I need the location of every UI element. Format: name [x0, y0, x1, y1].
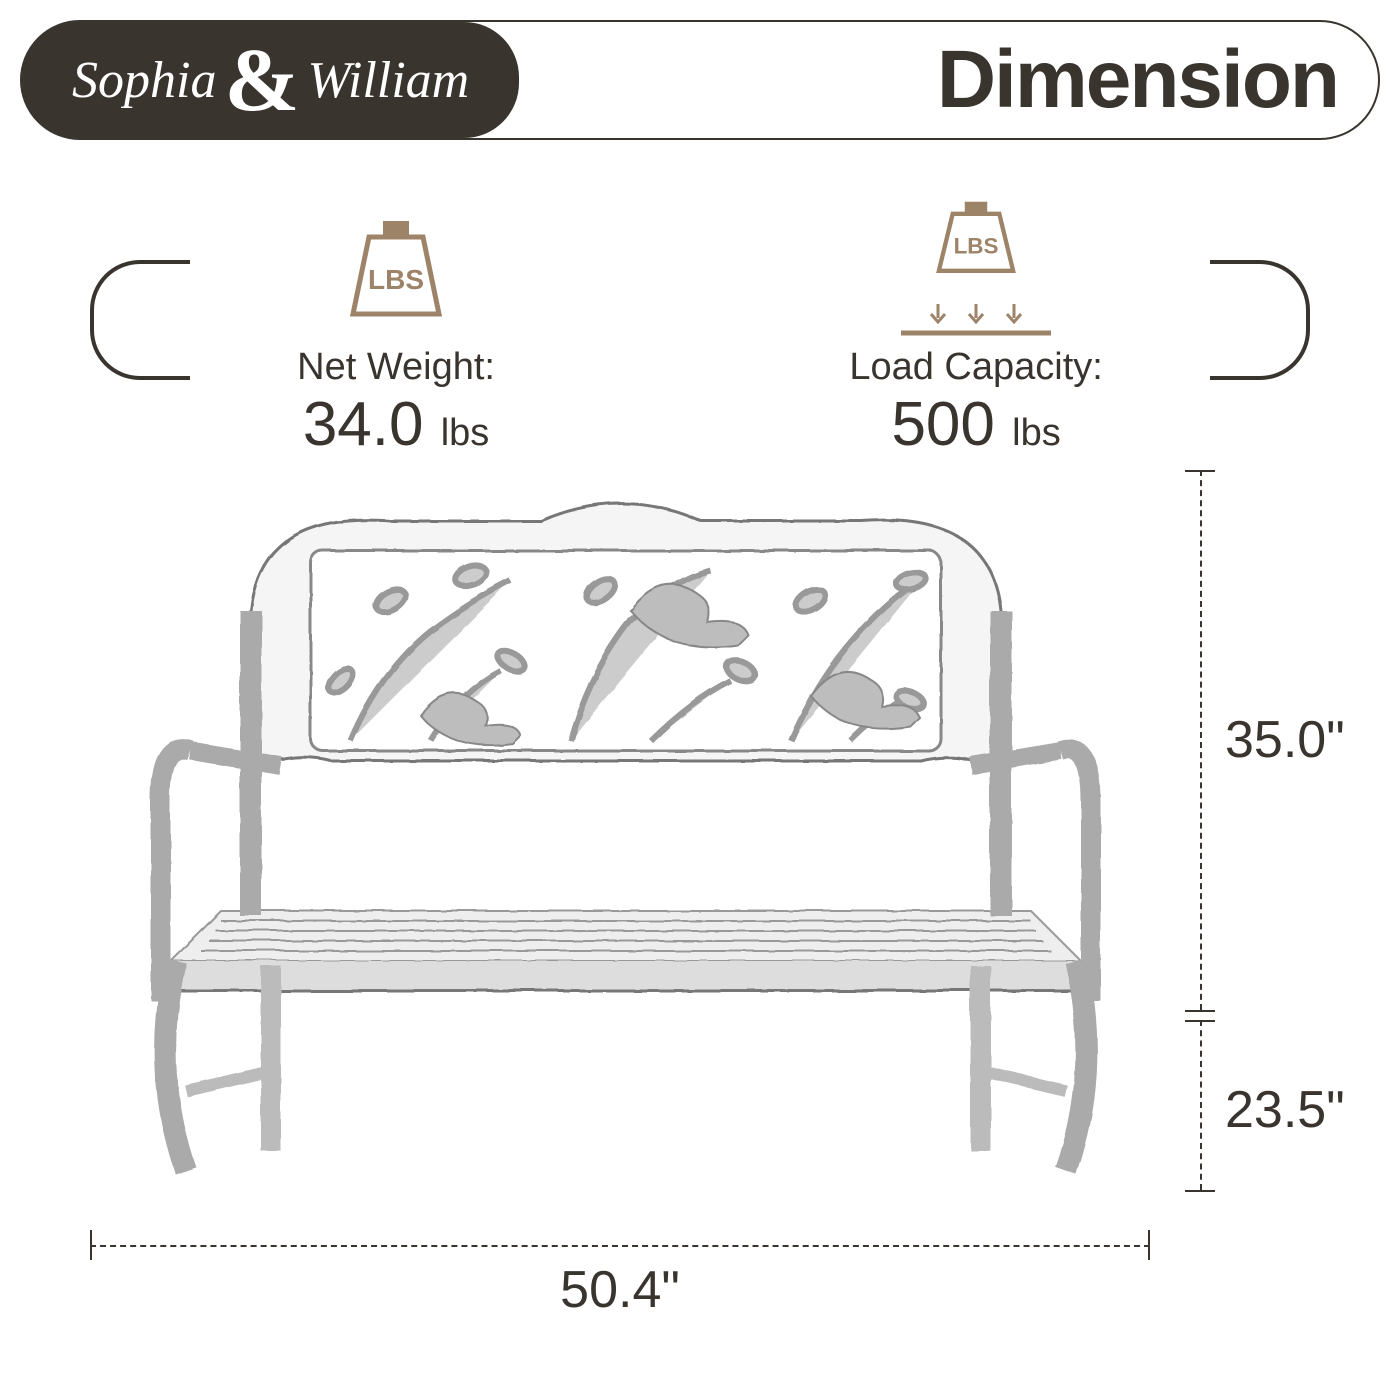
- net-weight-label: Net Weight:: [297, 346, 495, 389]
- specs-row: LBS Net Weight: 34.0 lbs LBS Load Capaci…: [120, 200, 1280, 460]
- load-platform-icon: [901, 330, 1051, 336]
- arrow-down-icon: [967, 304, 985, 326]
- brand-name-left: Sophia: [72, 51, 216, 110]
- dimension-width: 50.4": [90, 1215, 1150, 1335]
- load-arrows: [849, 304, 1103, 326]
- width-value: 50.4": [90, 1260, 1150, 1320]
- spec-net-weight: LBS Net Weight: 34.0 lbs: [297, 219, 495, 460]
- spec-load-capacity: LBS Load Capacity: 500 lbs: [849, 200, 1103, 460]
- dimension-height: 35.0": [1190, 470, 1370, 1010]
- arrow-down-icon: [1005, 304, 1023, 326]
- header-bar: Sophia & William Dimension: [20, 20, 1380, 140]
- load-capacity-label: Load Capacity:: [849, 346, 1103, 389]
- load-icon: LBS: [921, 200, 1031, 295]
- height-value: 35.0": [1225, 710, 1345, 770]
- product-illustration: [90, 470, 1150, 1190]
- bracket-left: [90, 260, 190, 380]
- brand-badge: Sophia & William: [22, 22, 519, 138]
- brand-name-right: William: [307, 51, 469, 110]
- load-capacity-value: 500 lbs: [849, 389, 1103, 460]
- weight-icon-label: LBS: [368, 264, 424, 295]
- net-weight-value: 34.0 lbs: [297, 389, 495, 460]
- arrow-down-icon: [929, 304, 947, 326]
- weight-icon: LBS: [341, 219, 451, 329]
- depth-value: 23.5": [1225, 1080, 1345, 1140]
- dimension-depth: 23.5": [1190, 1020, 1370, 1190]
- bracket-right: [1210, 260, 1310, 380]
- load-icon-label: LBS: [954, 234, 999, 259]
- bench-sketch: [90, 470, 1150, 1190]
- brand-ampersand: &: [224, 29, 299, 132]
- page-title: Dimension: [937, 33, 1338, 127]
